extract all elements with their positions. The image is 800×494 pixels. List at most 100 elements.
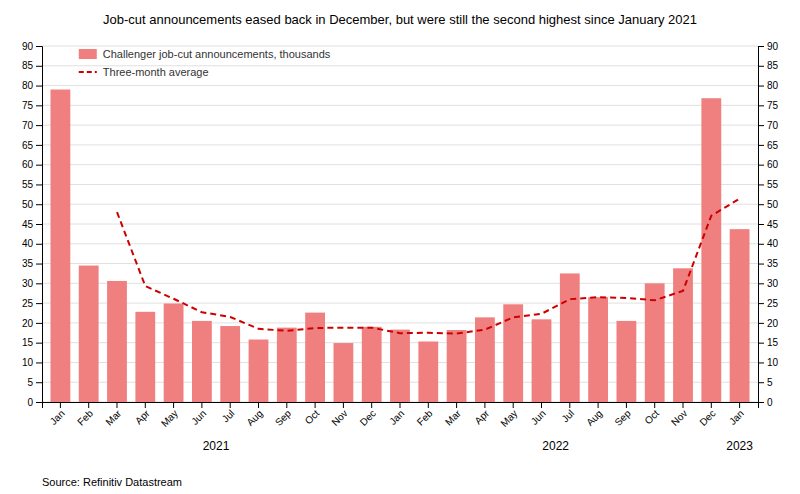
tick-label: 90 [767, 41, 779, 52]
tick-mark [758, 343, 764, 344]
tick-mark [758, 105, 764, 106]
tick-label: Apr [133, 407, 152, 426]
tick-label: 25 [22, 298, 34, 309]
tick-mark [36, 184, 42, 185]
tick-label: 35 [767, 258, 779, 269]
tick-label: 0 [767, 397, 773, 408]
plot: JanFebMarAprMayJunJulAugSepOctNovDecJanF… [22, 41, 779, 453]
tick-mark [758, 125, 764, 126]
tick-label: 90 [22, 41, 34, 52]
tick-label: 85 [22, 60, 34, 71]
tick-label: Oct [642, 408, 661, 427]
tick-mark [758, 244, 764, 245]
tick-mark [758, 362, 764, 363]
tick: 35 [22, 258, 42, 269]
tick: Jul [559, 402, 576, 424]
tick-label: Apr [472, 407, 491, 426]
grid-line [42, 224, 758, 225]
tick-label: 40 [767, 238, 779, 249]
tick: 70 [22, 120, 42, 131]
tick-mark [758, 224, 764, 225]
tick-label: 15 [767, 337, 779, 348]
tick-mark [36, 402, 42, 403]
tick-label: 55 [767, 179, 779, 190]
tick-label: 15 [22, 337, 34, 348]
grid-line [42, 184, 758, 185]
tick-mark [36, 382, 42, 383]
bar [107, 281, 127, 402]
tick: 50 [758, 199, 779, 210]
tick: 80 [22, 80, 42, 91]
tick-label: 65 [22, 140, 34, 151]
tick-mark [36, 204, 42, 205]
tick: Aug [244, 402, 264, 428]
tick: Apr [472, 402, 491, 426]
tick: Jul [220, 402, 237, 424]
tick-label: 65 [767, 140, 779, 151]
tick-label: Jan [387, 408, 406, 427]
tick: 40 [22, 238, 42, 249]
tick-mark [36, 303, 42, 304]
tick-label: 35 [22, 258, 34, 269]
tick-mark [758, 283, 764, 284]
y-axis: 051015202530354045505560657075808590 [22, 41, 43, 408]
tick-label: May [498, 408, 519, 429]
tick: Aug [584, 402, 604, 428]
tick: 65 [22, 140, 42, 151]
tick-mark [758, 382, 764, 383]
tick: Dec [358, 402, 378, 428]
tick: Oct [642, 402, 661, 426]
legend-swatch [79, 49, 97, 59]
tick: 0 [27, 397, 42, 408]
tick-label: Sep [612, 407, 633, 428]
tick-mark [758, 86, 764, 87]
tick: 55 [758, 179, 779, 190]
tick-label: Sep [273, 407, 294, 428]
tick-label: 5 [767, 377, 773, 388]
tick: 75 [22, 100, 42, 111]
tick-label: 10 [22, 357, 34, 368]
tick-label: Feb [75, 407, 95, 427]
tick-label: 5 [27, 377, 33, 388]
tick: 20 [758, 318, 779, 329]
tick: 10 [22, 357, 42, 368]
tick: Mar [103, 402, 123, 428]
grid-line [42, 263, 758, 264]
tick-mark [36, 105, 42, 106]
tick: 40 [758, 238, 779, 249]
grid-line [42, 204, 758, 205]
grid-line [42, 85, 758, 86]
tick: Nov [329, 402, 349, 428]
legend-item: Three-month average [79, 66, 209, 78]
tick: May [498, 402, 519, 429]
tick-mark [758, 303, 764, 304]
tick-mark [36, 264, 42, 265]
grid-line [42, 125, 758, 126]
bar [616, 321, 636, 402]
tick: Jun [189, 402, 208, 427]
tick-label: Nov [329, 408, 349, 428]
bar [305, 313, 325, 402]
tick-mark [36, 125, 42, 126]
bar [50, 90, 70, 402]
bar [701, 98, 721, 402]
marks [50, 90, 749, 402]
tick: 75 [758, 100, 779, 111]
tick: 15 [758, 337, 779, 348]
tick-label: May [159, 408, 180, 429]
tick-label: 20 [767, 318, 779, 329]
tick-label: Aug [584, 408, 604, 428]
bar [192, 321, 212, 402]
tick-mark [513, 402, 514, 408]
source: Source: Refinitiv Datastream [42, 476, 182, 488]
tick-mark [711, 402, 712, 408]
bar [164, 304, 184, 402]
tick: May [159, 402, 180, 429]
axis-line [36, 47, 43, 403]
tick: 15 [22, 337, 42, 348]
bar [362, 327, 382, 402]
bar [333, 343, 353, 402]
tick-label: 85 [767, 60, 779, 71]
tick-label: 70 [22, 120, 34, 131]
tick-mark [758, 66, 764, 67]
